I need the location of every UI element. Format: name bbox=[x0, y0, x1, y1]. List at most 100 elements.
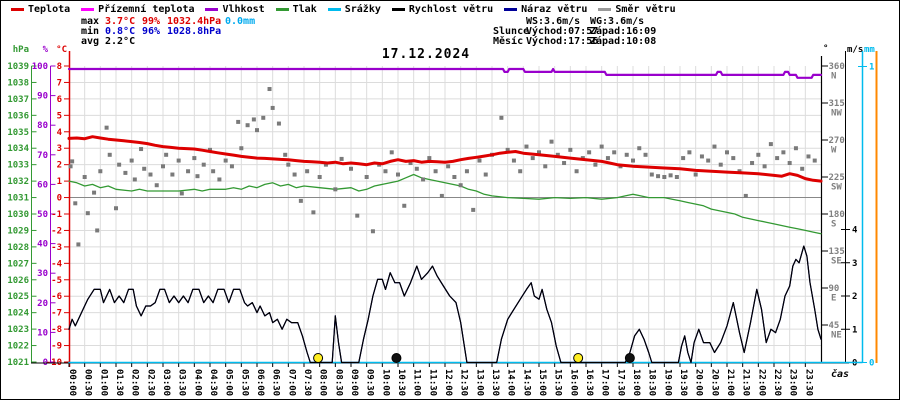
direction-tick-name: N bbox=[831, 72, 836, 82]
wind-direction-point bbox=[530, 156, 535, 161]
direction-tick-label: 90 bbox=[829, 284, 840, 294]
direction-tick-label: 270 bbox=[829, 136, 845, 146]
wind-direction-point bbox=[505, 147, 510, 152]
x-axis-tick-label: 10:30 bbox=[396, 369, 406, 396]
temperature-tick-label: 1 bbox=[57, 177, 62, 187]
direction-tick-label: 45 bbox=[829, 321, 840, 331]
wind-direction-point bbox=[311, 210, 316, 215]
pressure-tick-label: 1037 bbox=[7, 95, 29, 105]
stat-min-hum: 96% bbox=[142, 26, 161, 37]
wind-direction-point bbox=[223, 158, 228, 163]
pressure-tick-label: 1034 bbox=[7, 144, 29, 154]
wind-direction-point bbox=[762, 164, 767, 169]
x-axis-tick-label: 04:00 bbox=[192, 369, 202, 396]
pressure-tick-label: 1033 bbox=[7, 161, 29, 171]
wind-direction-point bbox=[186, 169, 191, 174]
x-axis-tick-label: 09:30 bbox=[365, 369, 375, 396]
wind-direction-point bbox=[317, 175, 322, 179]
stat-moon-rise: Východ:17:56 bbox=[526, 36, 599, 47]
wind-direction-point bbox=[637, 146, 642, 151]
wind-direction-point bbox=[92, 190, 97, 195]
x-axis-tick-label: 18:00 bbox=[631, 369, 641, 396]
wind-direction-point bbox=[195, 174, 200, 179]
pressure-axis-unit: hPa bbox=[13, 45, 29, 55]
wind-direction-point bbox=[518, 169, 523, 174]
wind-direction-point bbox=[562, 161, 567, 166]
x-axis-tick-label: 08:30 bbox=[333, 369, 343, 396]
x-axis-tick-label: 21:00 bbox=[725, 369, 735, 396]
wind-direction-point bbox=[775, 156, 780, 161]
direction-tick-name: NW bbox=[831, 109, 842, 119]
temperature-tick-label: -7 bbox=[51, 309, 62, 319]
legend-item-5: Rychlost větru bbox=[391, 4, 493, 15]
pressure-tick-label: 1032 bbox=[7, 177, 29, 187]
direction-axis-unit: ° bbox=[823, 44, 828, 54]
x-axis-tick-label: 13:30 bbox=[490, 369, 500, 396]
wind-direction-point bbox=[370, 229, 375, 234]
wind-speed-tick-label: 3 bbox=[852, 259, 857, 269]
wind-speed-tick-label: 2 bbox=[852, 292, 857, 302]
wind-direction-point bbox=[283, 152, 288, 157]
wind-direction-point bbox=[477, 158, 482, 163]
wind-speed-series bbox=[68, 245, 822, 364]
direction-tick-name: SE bbox=[831, 257, 842, 267]
wind-direction-point bbox=[812, 158, 817, 163]
humidity-tick-label: 50 bbox=[37, 210, 48, 220]
stat-max-temp: 3.7°C bbox=[105, 16, 136, 27]
x-axis-tick-label: 00:00 bbox=[67, 369, 77, 396]
stat-sun-rise: Východ:07:57 bbox=[526, 26, 599, 37]
sun-marker-icon bbox=[573, 353, 584, 363]
legend-item-label: Srážky bbox=[344, 4, 381, 15]
stat-sun-set: Západ:16:09 bbox=[590, 26, 657, 37]
legend-item-label: Tlak bbox=[292, 4, 317, 15]
wind-direction-point bbox=[768, 142, 773, 147]
direction-tick-label: 225 bbox=[829, 173, 845, 183]
legend-line-swatch-icon bbox=[275, 8, 289, 11]
stat-moon-set: Západ:10:08 bbox=[590, 36, 657, 47]
wind-direction-point bbox=[731, 156, 736, 161]
humidity-tick-label: 80 bbox=[37, 121, 48, 131]
legend-line-swatch-icon bbox=[205, 8, 219, 11]
x-axis-tick-label: 22:30 bbox=[772, 369, 782, 396]
temperature-tick-label: 0 bbox=[57, 194, 62, 204]
x-axis-tick-label: 04:30 bbox=[208, 369, 218, 396]
stat-max-precip: 0.0mm bbox=[225, 16, 256, 27]
x-axis-tick-label: 05:30 bbox=[239, 369, 249, 396]
legend-item-7: Směr větru bbox=[598, 4, 676, 15]
precipitation-axis-unit: mm bbox=[864, 45, 875, 55]
wind-direction-point bbox=[114, 206, 118, 211]
wind-direction-point bbox=[555, 152, 560, 157]
humidity-tick-label: 100 bbox=[32, 62, 48, 72]
x-axis-tick-label: 19:30 bbox=[678, 369, 688, 396]
humidity-axis-unit: % bbox=[43, 45, 49, 55]
pressure-tick-label: 1026 bbox=[7, 276, 29, 286]
wind-speed-tick-label: 0 bbox=[852, 359, 857, 369]
legend-item-2: Vlhkost bbox=[205, 4, 265, 15]
wind-direction-point bbox=[706, 158, 711, 163]
wind-direction-point bbox=[270, 105, 275, 110]
wind-direction-point bbox=[662, 175, 667, 179]
pressure-tick-label: 1031 bbox=[7, 194, 29, 204]
wind-direction-point bbox=[800, 166, 805, 171]
wind-direction-point bbox=[543, 164, 548, 169]
pressure-series bbox=[68, 173, 822, 235]
wind-direction-point bbox=[756, 152, 761, 157]
sun-marker-icon bbox=[313, 353, 324, 363]
wind-direction-point bbox=[217, 177, 222, 182]
legend-item-label: Teplota bbox=[28, 4, 71, 15]
temperature-tick-label: 4 bbox=[57, 128, 63, 138]
legend-line-swatch-icon bbox=[598, 8, 612, 11]
wind-direction-point bbox=[139, 147, 144, 152]
stat-max-label: max bbox=[81, 16, 100, 27]
wind-direction-point bbox=[674, 175, 679, 179]
x-axis-tick-label: 07:30 bbox=[302, 369, 312, 396]
humidity-series bbox=[67, 67, 823, 79]
wind-direction-point bbox=[511, 158, 516, 163]
legend-line-swatch-icon bbox=[327, 8, 341, 11]
pressure-tick-label: 1021 bbox=[7, 358, 29, 368]
direction-tick-name: S bbox=[831, 220, 836, 230]
wind-direction-point bbox=[793, 146, 798, 151]
direction-tick-label: 180 bbox=[829, 210, 845, 220]
x-axis-tick-label: 05:00 bbox=[224, 369, 234, 396]
